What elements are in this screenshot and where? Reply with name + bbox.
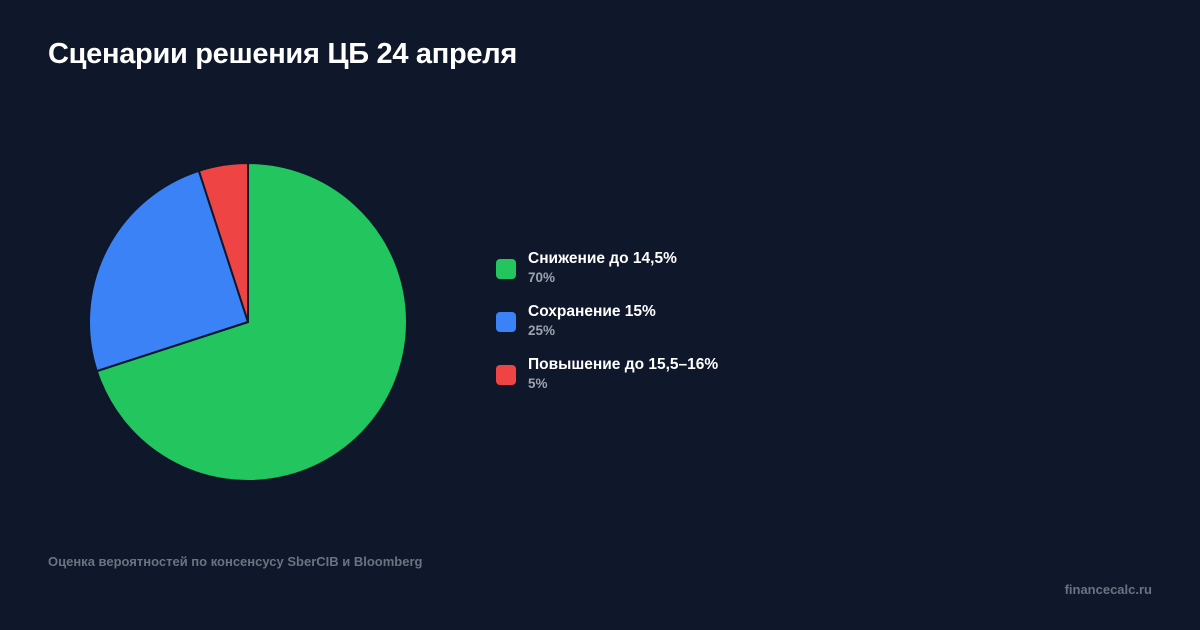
legend-value-decrease: 70% <box>528 270 556 285</box>
legend-swatch-hold <box>496 312 516 332</box>
pie-slice-increase <box>197 162 249 323</box>
pie-slice-decrease <box>95 162 408 482</box>
legend-label-hold: Сохранение 15% <box>528 303 656 320</box>
legend-label-decrease: Снижение до 14,5% <box>528 250 677 267</box>
legend-item-hold: Сохранение 15% 25% <box>496 303 856 356</box>
legend-label-increase: Повышение до 15,5–16% <box>528 356 719 373</box>
legend-value-hold: 25% <box>528 323 556 338</box>
chart-title: Сценарии решения ЦБ 24 апреля <box>48 38 517 70</box>
source-note: Оценка вероятностей по консенсусу SberCI… <box>48 554 423 569</box>
chart-legend: Снижение до 14,5% 70% Сохранение 15% 25%… <box>496 250 856 409</box>
legend-value-increase: 5% <box>528 376 548 391</box>
legend-swatch-decrease <box>496 259 516 279</box>
legend-swatch-increase <box>496 365 516 385</box>
site-brand: financecalc.ru <box>1064 582 1152 597</box>
legend-item-decrease: Снижение до 14,5% 70% <box>496 250 856 303</box>
pie-slice-hold <box>88 169 249 373</box>
legend-item-increase: Повышение до 15,5–16% 5% <box>496 356 856 409</box>
